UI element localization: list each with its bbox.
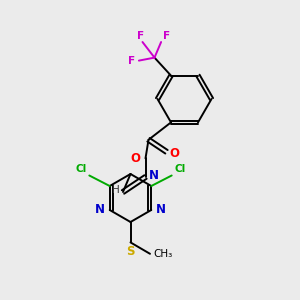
- Text: O: O: [169, 147, 179, 160]
- Text: O: O: [130, 152, 140, 165]
- Text: F: F: [163, 31, 170, 40]
- Text: N: N: [156, 203, 166, 216]
- Text: N: N: [95, 203, 105, 216]
- Text: S: S: [126, 245, 135, 258]
- Text: Cl: Cl: [76, 164, 87, 174]
- Text: Cl: Cl: [174, 164, 185, 174]
- Text: CH₃: CH₃: [153, 249, 172, 259]
- Text: H: H: [112, 185, 119, 196]
- Text: F: F: [137, 31, 145, 40]
- Text: N: N: [148, 169, 158, 182]
- Text: F: F: [128, 56, 135, 66]
